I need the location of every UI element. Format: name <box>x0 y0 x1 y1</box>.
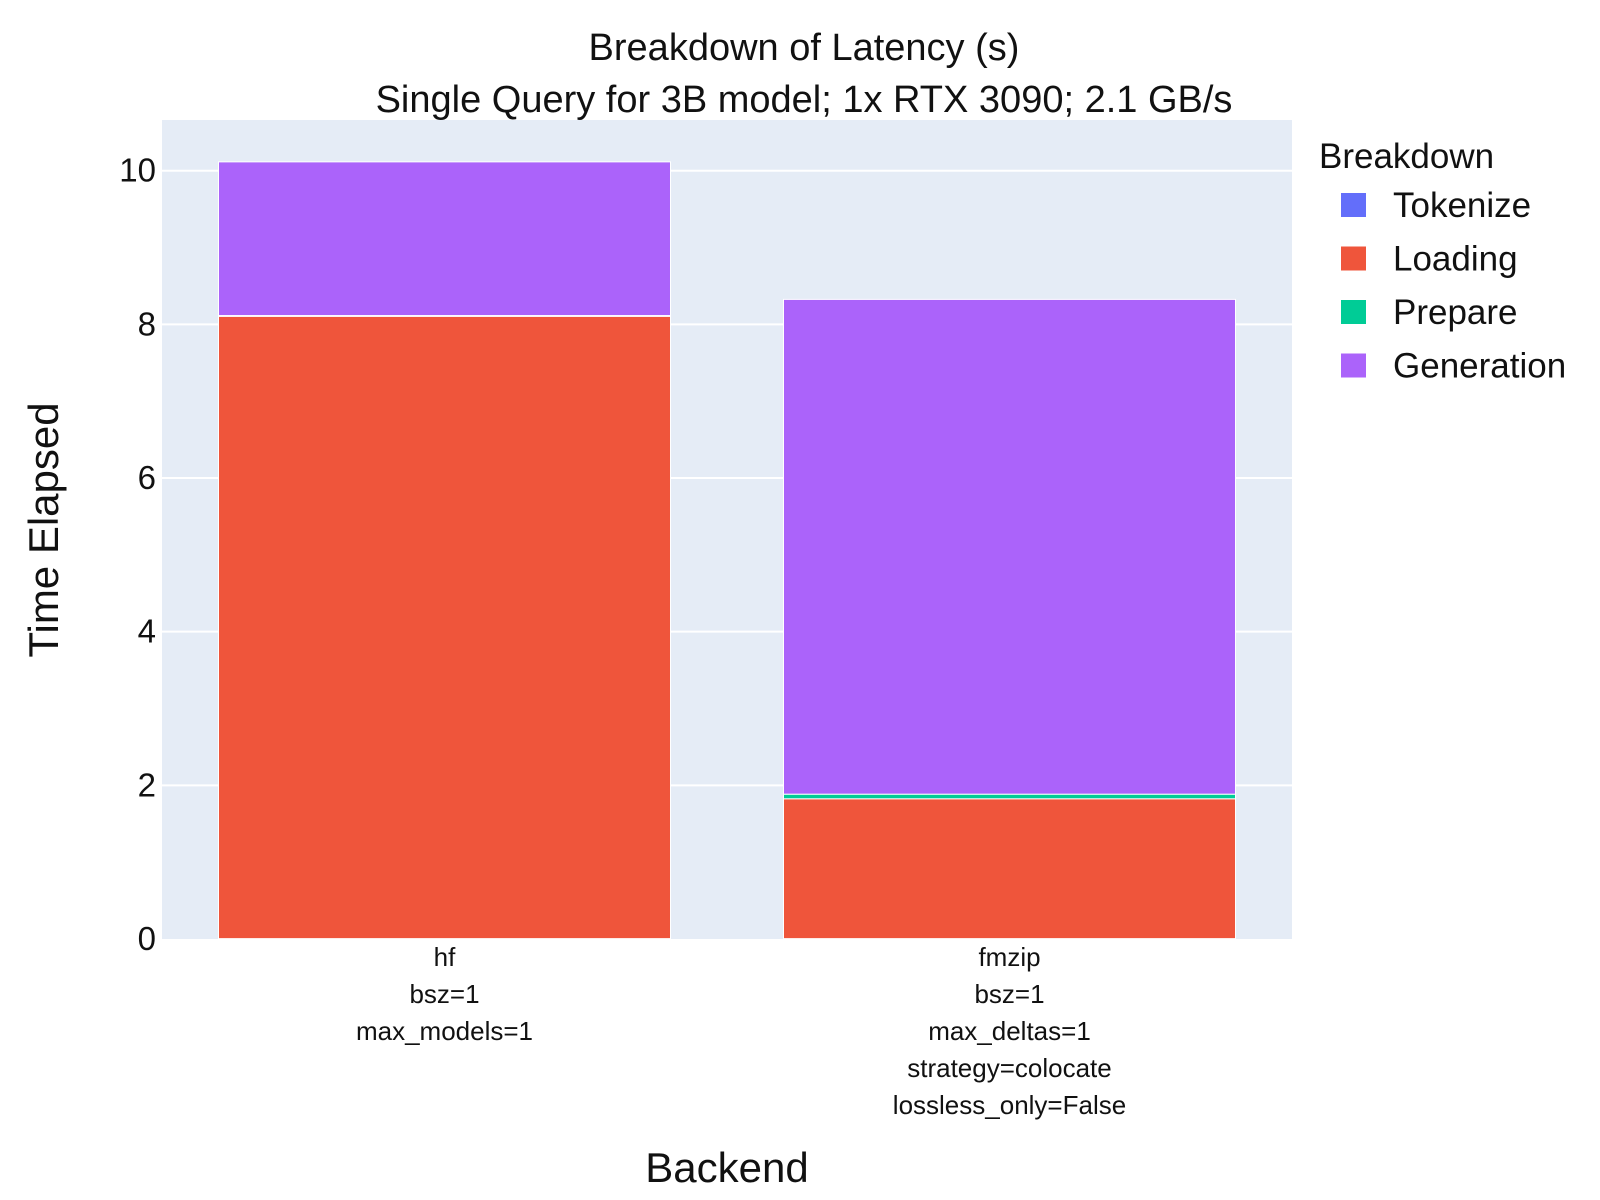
legend-label-prepare: Prepare <box>1393 293 1518 332</box>
y-tick-label: 0 <box>138 920 156 957</box>
legend-swatch-loading <box>1341 246 1366 271</box>
bar-loading-1 <box>783 798 1236 940</box>
x-category-label: max_deltas=1 <box>928 1016 1091 1046</box>
legend-label-tokenize: Tokenize <box>1393 186 1531 225</box>
bars <box>218 161 1236 940</box>
legend-swatch-generation <box>1341 353 1366 378</box>
legend-swatch-prepare <box>1341 300 1366 324</box>
x-category-labels: hf bsz=1 max_models=1 fmzip bsz=1 max_deltas=… <box>356 942 1126 1120</box>
legend-label-generation: Generation <box>1393 347 1566 386</box>
x-category-label: max_models=1 <box>356 1016 533 1046</box>
y-tick-labels: 0 2 4 6 8 10 <box>119 152 156 957</box>
legend-swatch-tokenize <box>1341 193 1366 217</box>
legend: Breakdown Tokenize Loading Prepare Generati… <box>1319 137 1566 386</box>
chart-title: Breakdown of Latency (s) <box>589 27 1020 69</box>
x-category-label: lossless_only=False <box>893 1090 1126 1120</box>
bar-generation-0 <box>218 161 671 317</box>
legend-title: Breakdown <box>1319 137 1494 176</box>
x-category-label: hf <box>434 942 456 972</box>
x-category-label: bsz=1 <box>974 979 1044 1009</box>
x-category-label: strategy=colocate <box>907 1053 1112 1083</box>
y-tick-label: 6 <box>138 459 156 496</box>
chart-subtitle: Single Query for 3B model; 1x RTX 3090; … <box>376 79 1233 121</box>
x-axis-title: Backend <box>645 1144 808 1191</box>
legend-label-loading: Loading <box>1393 240 1518 279</box>
bar-prepare-1 <box>783 793 1236 800</box>
y-tick-label: 4 <box>138 613 156 650</box>
y-tick-label: 10 <box>119 152 156 189</box>
bar-loading-0 <box>218 315 671 940</box>
bar-generation-1 <box>783 298 1236 795</box>
x-category-label: fmzip <box>978 942 1040 972</box>
y-tick-label: 8 <box>138 305 156 342</box>
y-tick-label: 2 <box>138 766 156 803</box>
y-axis-title: Time Elapsed <box>20 402 67 657</box>
x-category-label: bsz=1 <box>409 979 479 1009</box>
